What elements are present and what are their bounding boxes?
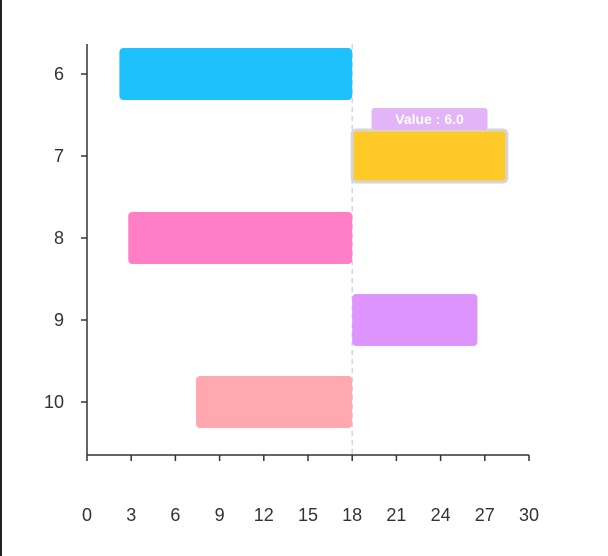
left-border (0, 0, 2, 556)
x-tick-label-3: 3 (126, 505, 136, 525)
x-tick-label-21: 21 (386, 505, 406, 525)
bar-10 (196, 376, 353, 428)
y-tick-label-6: 6 (54, 64, 64, 84)
bar-8 (128, 212, 353, 264)
x-tick-label-12: 12 (254, 505, 274, 525)
bar-6 (119, 48, 353, 100)
x-tick-label-6: 6 (170, 505, 180, 525)
x-tick-label-9: 9 (215, 505, 225, 525)
x-tick-label-18: 18 (342, 505, 362, 525)
bar-9 (352, 294, 478, 346)
y-tick-label-7: 7 (54, 146, 64, 166)
tooltip-box (371, 108, 488, 130)
x-tick-label-0: 0 (82, 505, 92, 525)
x-tick-label-15: 15 (298, 505, 318, 525)
x-tick-label-24: 24 (431, 505, 451, 525)
x-tick-label-30: 30 (519, 505, 539, 525)
tooltip-text: Value : 6.0 (395, 111, 464, 127)
x-tick-label-27: 27 (475, 505, 495, 525)
y-tick-label-10: 10 (44, 392, 64, 412)
y-tick-label-8: 8 (54, 228, 64, 248)
bar-7 (350, 128, 509, 184)
y-tick-label-9: 9 (54, 310, 64, 330)
